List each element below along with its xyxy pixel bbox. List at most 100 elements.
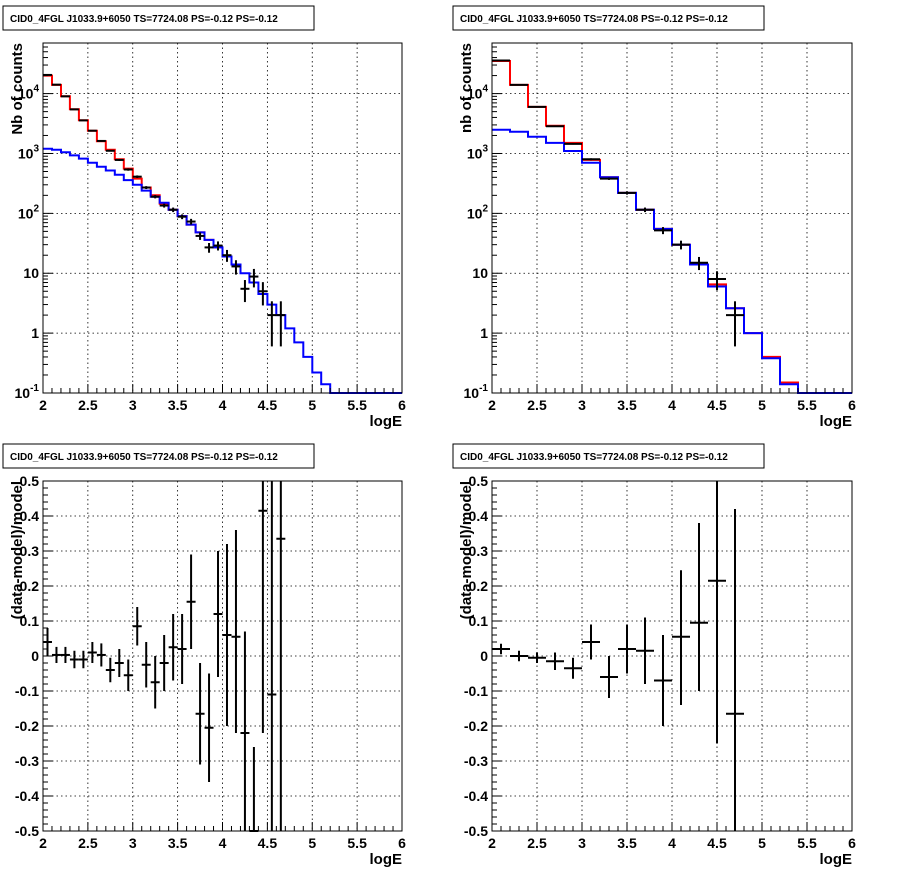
data-point	[96, 139, 106, 142]
data-point	[87, 642, 97, 663]
data-point	[177, 614, 187, 684]
data-point	[177, 214, 187, 220]
y-tick-exponent: -1	[479, 383, 488, 394]
data-point	[672, 240, 690, 250]
chart-title: CID0_4FGL J1033.9+6050 TS=7724.08 PS=-0.…	[10, 452, 278, 463]
data-point	[69, 108, 79, 111]
y-tick-base: 10	[467, 86, 483, 102]
data-point	[276, 301, 286, 347]
data-point	[582, 158, 600, 161]
y-tick-base: 10	[18, 86, 34, 102]
data-point	[564, 657, 582, 679]
data-point	[105, 657, 115, 683]
x-tick-label: 3.5	[617, 397, 637, 413]
x-tick-label: 2	[488, 835, 496, 851]
data-point	[618, 624, 636, 674]
data-point	[186, 554, 196, 649]
y-tick-label: 0.1	[469, 613, 489, 629]
x-tick-label: 6	[398, 835, 406, 851]
x-tick-label: 5	[758, 835, 766, 851]
data-point	[510, 650, 528, 662]
data-point	[141, 186, 151, 190]
data-point	[249, 747, 259, 832]
data-point	[231, 530, 241, 733]
x-tick-label: 4.5	[258, 835, 278, 851]
x-tick-label: 2.5	[527, 397, 547, 413]
y-tick-label: -0.2	[15, 718, 39, 734]
y-tick-label: 0.5	[20, 473, 40, 489]
x-tick-label: 6	[398, 397, 406, 413]
data-point	[564, 142, 582, 145]
data-point	[636, 617, 654, 684]
data-point	[87, 129, 97, 132]
y-tick-label: 10	[472, 265, 488, 281]
data-point	[654, 635, 672, 726]
data-point	[213, 241, 223, 251]
x-tick-label: 3.5	[168, 835, 188, 851]
data-point	[123, 659, 133, 691]
y-tick-label: -0.1	[464, 683, 488, 699]
x-tick-label: 4	[219, 397, 227, 413]
x-tick-label: 2.5	[78, 835, 98, 851]
y-tick-exponent: 3	[33, 143, 39, 154]
x-tick-label: 5.5	[797, 397, 817, 413]
data-point	[204, 242, 214, 253]
data-point	[150, 195, 160, 199]
chart-panel-4: CID0_4FGL J1033.9+6050 TS=7724.08 PS=-0.…	[452, 443, 856, 868]
chart-panel-2: CID0_4FGL J1033.9+6050 TS=7724.08 PS=-0.…	[452, 5, 856, 430]
data-point	[69, 650, 79, 669]
y-tick-label: 0.1	[20, 613, 40, 629]
data-point	[708, 481, 726, 744]
x-tick-label: 5	[308, 835, 316, 851]
chart-panel-3: CID0_4FGL J1033.9+6050 TS=7724.08 PS=-0.…	[2, 443, 406, 868]
y-tick-label: 0.4	[20, 508, 40, 524]
data-point	[618, 191, 636, 195]
data-point	[654, 227, 672, 235]
data-point	[159, 203, 169, 208]
chart-title: CID0_4FGL J1033.9+6050 TS=7724.08 PS=-0.…	[460, 14, 728, 25]
chart-title: CID0_4FGL J1033.9+6050 TS=7724.08 PS=-0.…	[10, 14, 278, 25]
data-point	[96, 643, 106, 667]
x-tick-label: 5.5	[797, 835, 817, 851]
data-point	[528, 652, 546, 663]
x-axis-title: logE	[820, 413, 853, 430]
data-point	[78, 119, 88, 122]
y-tick-label: -0.4	[15, 788, 39, 804]
y-tick-label: 0.5	[469, 473, 489, 489]
y-tick-base: 10	[464, 385, 480, 401]
data-point	[276, 481, 286, 831]
y-tick-label: 10-1	[464, 383, 489, 401]
data-point	[708, 271, 726, 291]
data-point	[546, 652, 564, 670]
x-tick-label: 5.5	[347, 835, 367, 851]
data-point	[249, 268, 259, 288]
x-tick-label: 6	[848, 397, 856, 413]
y-tick-exponent: 2	[33, 203, 39, 214]
y-tick-label: 102	[18, 203, 40, 221]
x-axis-title: logE	[370, 851, 403, 868]
y-tick-base: 10	[467, 205, 483, 221]
data-point	[60, 95, 70, 98]
y-tick-label: 0.2	[469, 578, 489, 594]
data-point	[195, 232, 205, 240]
x-tick-label: 3.5	[168, 397, 188, 413]
x-tick-label: 3	[578, 397, 586, 413]
y-tick-label: 103	[18, 143, 40, 161]
y-tick-label: -0.5	[464, 823, 488, 839]
y-tick-label: -0.3	[15, 753, 39, 769]
data-point	[105, 149, 115, 152]
data-point	[600, 656, 618, 698]
y-tick-label: -0.5	[15, 823, 39, 839]
data-point	[690, 523, 708, 691]
chart-title-box	[2, 5, 315, 31]
y-tick-label: 10	[23, 265, 39, 281]
x-tick-label: 5	[308, 397, 316, 413]
x-tick-label: 3.5	[617, 835, 637, 851]
y-axis-title: nb of counts	[458, 43, 475, 133]
x-tick-label: 2	[39, 397, 47, 413]
y-tick-label: 10-1	[15, 383, 40, 401]
y-tick-exponent: 2	[482, 203, 488, 214]
data-point	[186, 218, 196, 225]
data-point	[636, 207, 654, 213]
x-tick-label: 4	[219, 835, 227, 851]
